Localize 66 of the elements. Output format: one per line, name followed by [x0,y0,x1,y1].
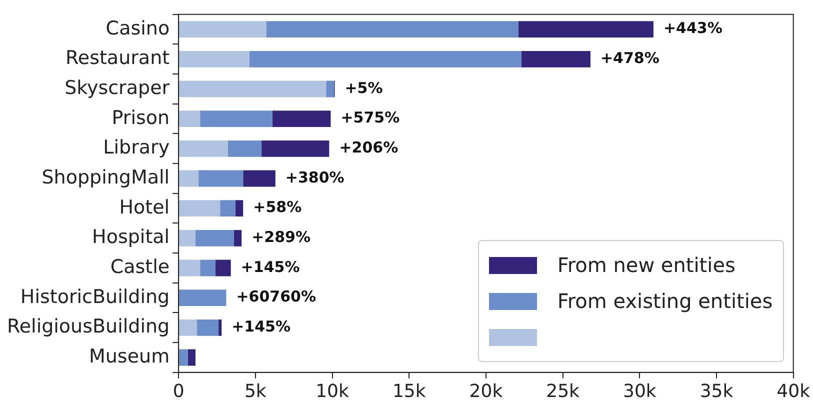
y-tick-label: Restaurant [66,47,170,70]
bar [326,80,334,98]
bar [198,170,244,187]
annotation: +478% [600,49,660,68]
y-tick-label: Castle [110,256,170,278]
x-tick-label: 25k [546,380,580,402]
x-tick-label: 0 [172,380,184,402]
x-tick-label: 35k [700,380,734,402]
bar [179,80,326,98]
bar [188,349,196,366]
annotation: +575% [340,108,400,127]
bar [179,21,266,38]
bar [266,21,518,38]
bar [262,140,330,157]
y-tick-label: Hotel [119,196,170,218]
y-tick-label: HistoricBuilding [20,286,170,308]
bar [197,319,219,336]
x-tick-label: 15k [392,380,426,402]
bar [215,260,231,276]
bar [272,110,331,128]
annotation: +60760% [236,288,316,306]
x-tick-label: 40k [776,380,811,402]
x-tick-label: 10k [316,380,350,402]
annotation: +380% [285,168,344,186]
bar [179,50,250,68]
legend-label: From new entities [557,253,736,278]
bar [235,200,244,217]
x-tick-label: 20k [469,380,504,402]
bar [228,140,262,157]
x-tick-label: 30k [622,380,657,402]
x-tick-label: 5k [244,380,267,402]
bar [195,230,234,246]
annotation: +145% [232,318,291,336]
bar [179,140,228,157]
bar [218,319,222,336]
bar [179,290,226,306]
bar [179,260,200,276]
bar [179,110,200,128]
legend-label: From existing entities [557,289,773,314]
y-tick-label: Museum [89,345,170,368]
annotation: +5% [344,78,383,97]
annotation: +58% [253,198,302,216]
bar [179,230,196,246]
annotation: +145% [240,258,300,276]
bar [179,319,198,336]
bar [200,260,216,276]
bar [200,110,272,128]
y-tick-label: Prison [112,106,170,129]
y-tick-label: ReligiousBuilding [7,316,170,338]
y-tick-label: Hospital [92,226,170,248]
y-tick-label: Library [103,136,170,159]
bar [179,349,188,366]
annotation: +206% [339,138,398,157]
bar [249,50,522,68]
bar [234,230,242,246]
y-tick-label: Casino [106,17,170,40]
bar [179,200,220,217]
annotation: +443% [663,19,722,38]
bar [518,21,654,38]
y-tick-label: ShoppingMall [42,166,170,188]
bar [521,50,590,68]
bar [243,170,276,187]
bar [220,200,236,217]
y-tick-label: Skyscraper [64,76,170,99]
annotation: +289% [252,228,311,246]
bar [179,170,199,187]
